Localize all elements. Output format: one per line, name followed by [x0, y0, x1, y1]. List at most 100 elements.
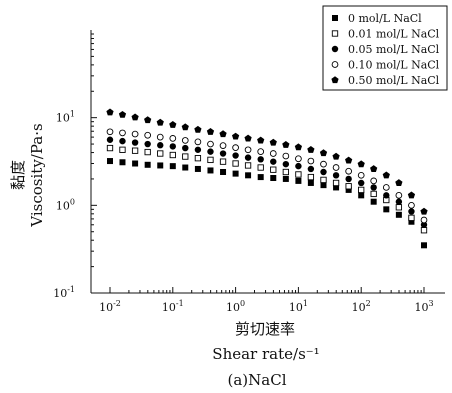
- data-point: [182, 164, 189, 171]
- data-point: [181, 123, 189, 131]
- y-tick-label: 100: [56, 197, 75, 212]
- y-axis-label: Viscosity/Pa·s: [28, 123, 46, 227]
- data-point: [206, 127, 215, 135]
- data-point: [106, 128, 114, 136]
- data-point: [220, 169, 227, 176]
- x-tick-label: 10-1: [162, 299, 184, 314]
- data-point: [358, 186, 365, 194]
- data-point: [194, 165, 201, 172]
- legend-label: 0 mol/L NaCl: [348, 12, 422, 25]
- data-point: [295, 162, 302, 170]
- x-axis-label-zh: 剪切速率: [235, 320, 295, 338]
- x-tick-label: 10-2: [99, 299, 121, 314]
- data-point: [232, 160, 239, 167]
- data-point: [307, 157, 315, 165]
- data-point: [106, 136, 114, 143]
- data-point: [132, 160, 139, 167]
- data-point: [332, 179, 340, 187]
- data-point: [257, 156, 264, 163]
- data-point: [131, 147, 139, 154]
- data-point: [383, 206, 390, 213]
- data-point: [332, 152, 340, 160]
- data-point: [295, 177, 302, 184]
- data-point: [157, 150, 164, 157]
- data-point: [169, 135, 177, 142]
- data-point: [295, 155, 302, 163]
- data-point: [144, 116, 152, 124]
- data-point: [131, 139, 139, 146]
- series-0: [107, 158, 427, 249]
- data-point: [107, 158, 113, 165]
- data-point: [370, 177, 378, 185]
- data-point: [244, 154, 252, 161]
- data-point: [408, 214, 415, 221]
- data-point: [131, 113, 139, 121]
- data-point: [358, 179, 365, 187]
- data-point: [144, 140, 151, 148]
- data-point: [182, 144, 189, 152]
- data-point: [282, 160, 290, 168]
- data-point: [420, 221, 428, 228]
- x-tick-label: 103: [414, 299, 433, 314]
- data-point: [219, 142, 227, 149]
- legend-label: 0.50 mol/L NaCl: [348, 74, 440, 87]
- data-point: [182, 153, 189, 160]
- legend-marker: [331, 45, 339, 53]
- data-point: [257, 164, 264, 171]
- data-points: [106, 108, 428, 249]
- data-point: [370, 190, 377, 198]
- data-point: [269, 150, 277, 157]
- legend-box: [322, 5, 448, 91]
- data-point: [119, 129, 126, 137]
- data-point: [307, 179, 314, 186]
- data-point: [382, 184, 390, 191]
- data-point: [207, 148, 214, 155]
- data-point: [156, 118, 164, 126]
- legend-label: 0.05 mol/L NaCl: [348, 43, 440, 56]
- data-point: [295, 171, 302, 178]
- data-point: [395, 211, 402, 218]
- data-point: [407, 191, 416, 199]
- data-point: [370, 198, 377, 205]
- data-point: [245, 172, 252, 179]
- data-point: [194, 146, 202, 153]
- data-point: [219, 150, 227, 157]
- data-point: [232, 152, 239, 159]
- data-point: [119, 137, 126, 145]
- y-axis-title: 黏度 Viscosity/Pa·s: [9, 123, 46, 227]
- data-point: [169, 151, 176, 159]
- series-3: [106, 128, 428, 224]
- data-point: [307, 173, 315, 181]
- data-point: [219, 158, 227, 165]
- data-point: [320, 176, 327, 184]
- data-point: [282, 152, 290, 160]
- data-point: [257, 174, 264, 181]
- x-tick-label: 101: [289, 299, 308, 314]
- data-point: [333, 184, 340, 191]
- data-point: [332, 164, 340, 171]
- data-point: [270, 166, 277, 173]
- legend-label: 0.10 mol/L NaCl: [348, 59, 440, 72]
- x-axis-label: Shear rate/s⁻¹: [212, 345, 319, 363]
- data-point: [106, 144, 114, 152]
- data-point: [420, 207, 428, 215]
- data-point: [270, 158, 277, 165]
- data-point: [370, 184, 377, 191]
- data-point: [207, 140, 214, 148]
- data-point: [257, 136, 265, 144]
- data-point: [395, 198, 403, 205]
- data-point: [357, 171, 365, 179]
- y-tick-label: 10-1: [53, 285, 75, 300]
- data-point: [345, 167, 352, 175]
- data-point: [169, 120, 177, 128]
- data-point: [282, 141, 290, 148]
- data-point: [395, 204, 403, 211]
- data-point: [358, 192, 365, 199]
- legend-marker: [331, 61, 339, 68]
- data-point: [144, 131, 152, 139]
- data-point: [332, 172, 340, 179]
- data-point: [345, 175, 352, 183]
- data-point: [408, 201, 415, 209]
- data-point: [231, 132, 240, 140]
- data-point: [157, 142, 164, 149]
